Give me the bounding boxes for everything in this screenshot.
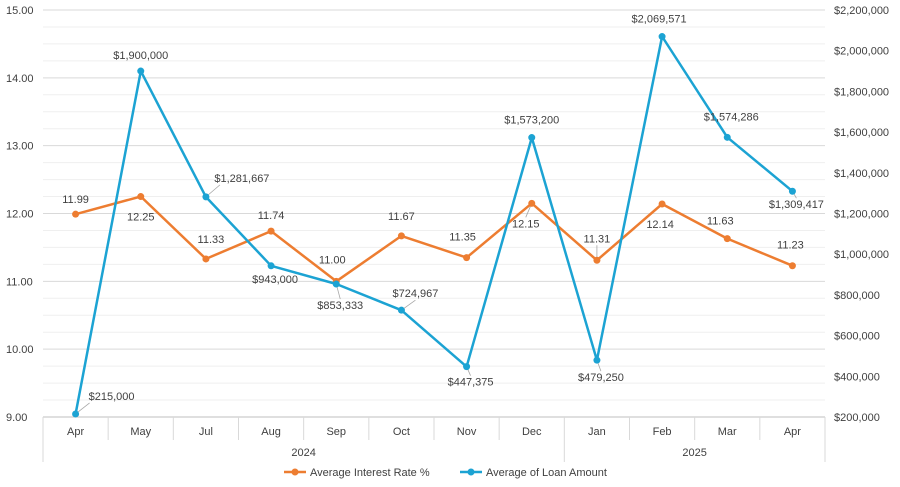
interest-rate-data-label: 12.14 [646,219,674,231]
interest-rate-data-point [397,232,405,240]
interest-rate-data-label: 11.00 [319,254,346,266]
loan-amount-data-label: $1,309,417 [769,199,824,211]
y-right-tick-label: $600,000 [834,331,880,343]
y-left-tick-label: 12.00 [6,209,34,221]
y-right-tick-label: $1,600,000 [834,127,889,139]
x-tick-label: Dec [522,426,542,438]
loan-amount-data-label: $1,281,667 [214,173,269,185]
loan-amount-data-point [72,410,80,418]
interest-rate-data-label: 12.15 [512,218,540,230]
interest-rate-series-line [75,195,793,283]
interest-rate-data-label: 11.99 [62,194,89,206]
interest-rate-data-label: 11.63 [707,216,734,228]
y-left-tick-label: 9.00 [6,412,27,424]
y-right-tick-label: $200,000 [834,412,880,424]
loan-amount-data-label: $2,069,571 [632,14,687,26]
y-right-tick-label: $2,200,000 [834,5,889,17]
loan-amount-data-point [202,193,210,201]
interest-rate-legend-label: Average Interest Rate % [310,467,430,479]
x-tick-label: Feb [653,426,672,438]
interest-rate-data-point [202,255,210,263]
loan-amount-data-point [332,280,340,288]
loan-amount-data-label: $943,000 [252,274,298,286]
loan-amount-data-point [723,133,731,141]
interest-rate-data-point [137,193,145,201]
y-right-tick-label: $1,000,000 [834,249,889,261]
interest-rate-data-label: 11.67 [388,211,415,223]
loan-amount-data-point [267,262,275,270]
y-right-tick-label: $2,000,000 [834,46,889,58]
interest-rate-data-label: 11.33 [198,234,225,246]
loan-amount-data-label: $853,333 [317,300,363,312]
interest-rate-data-point [658,200,666,208]
loan-amount-data-label: $447,375 [448,377,494,389]
y-left-tick-label: 10.00 [6,344,34,356]
loan-amount-data-point [788,187,796,195]
loan-amount-data-point [658,33,666,41]
loan-amount-legend-label: Average of Loan Amount [486,467,607,479]
interest-rate-data-point [528,199,536,207]
data-labels: 11.99 12.25 11.33 11.74 11.00 11.67 11.35 12.15… [62,14,824,403]
loan-amount-data-label: $1,574,286 [704,111,759,123]
x-tick-label: Jul [199,426,213,438]
x-tick-label: Jan [588,426,606,438]
axes: 9.00 10.00 11.00 12.00 13.00 14.00 15.00 $200,0… [6,5,889,462]
loan-amount-data-point [397,306,405,314]
y-left-tick-label: 15.00 [6,5,34,17]
x-tick-label: Sep [326,426,346,438]
x-tick-label: Oct [393,426,410,438]
y-right-tick-label: $800,000 [834,290,880,302]
loan-amount-data-label: $1,900,000 [113,50,168,62]
x-tick-label: May [130,426,151,438]
loan-amount-legend-marker [467,468,475,476]
loan-amount-series-line [74,35,794,415]
loan-amount-data-point [528,134,536,142]
interest-rate-data-label: 11.74 [258,210,285,222]
loan-amount-data-label: $215,000 [89,391,135,403]
y-left-tick-label: 13.00 [6,141,34,153]
interest-rate-data-point [723,235,731,243]
x-tick-label: Nov [457,426,477,438]
loan-amount-data-label: $724,967 [392,288,438,300]
x-tick-label: Apr [67,426,84,438]
interest-rate-data-point [463,254,471,262]
interest-rate-data-label: 11.31 [584,233,611,245]
x-tick-label: Mar [718,426,737,438]
interest-rate-data-label: 11.23 [777,240,804,252]
legend: Average Interest Rate % Average of Loan A… [284,467,607,479]
interest-rate-data-label: 11.35 [449,232,476,244]
interest-rate-legend-marker [291,468,299,476]
y-right-tick-label: $400,000 [834,371,880,383]
interest-rate-data-point [788,262,796,270]
x-tick-label: Apr [784,426,801,438]
y-right-tick-label: $1,400,000 [834,168,889,180]
interest-rate-data-label: 12.25 [127,212,155,224]
y-left-tick-label: 11.00 [6,276,33,288]
y-right-tick-label: $1,200,000 [834,209,889,221]
loan-amount-data-point [463,363,471,371]
x-group-label: 2025 [682,447,706,459]
series-lines [72,33,796,418]
y-left-tick-label: 14.00 [6,73,34,85]
x-tick-label: Aug [261,426,281,438]
loan-amount-data-point [137,67,145,75]
interest-rate-data-point [593,256,601,264]
x-group-label: 2024 [291,447,315,459]
y-right-tick-label: $1,800,000 [834,86,889,98]
loan-amount-data-label: $1,573,200 [504,115,559,127]
loan-amount-data-label: $479,250 [578,372,624,384]
loan-amount-data-point [593,356,601,364]
interest-rate-data-point [267,227,275,235]
interest-rate-data-point [72,210,80,218]
gridlines [43,9,825,418]
